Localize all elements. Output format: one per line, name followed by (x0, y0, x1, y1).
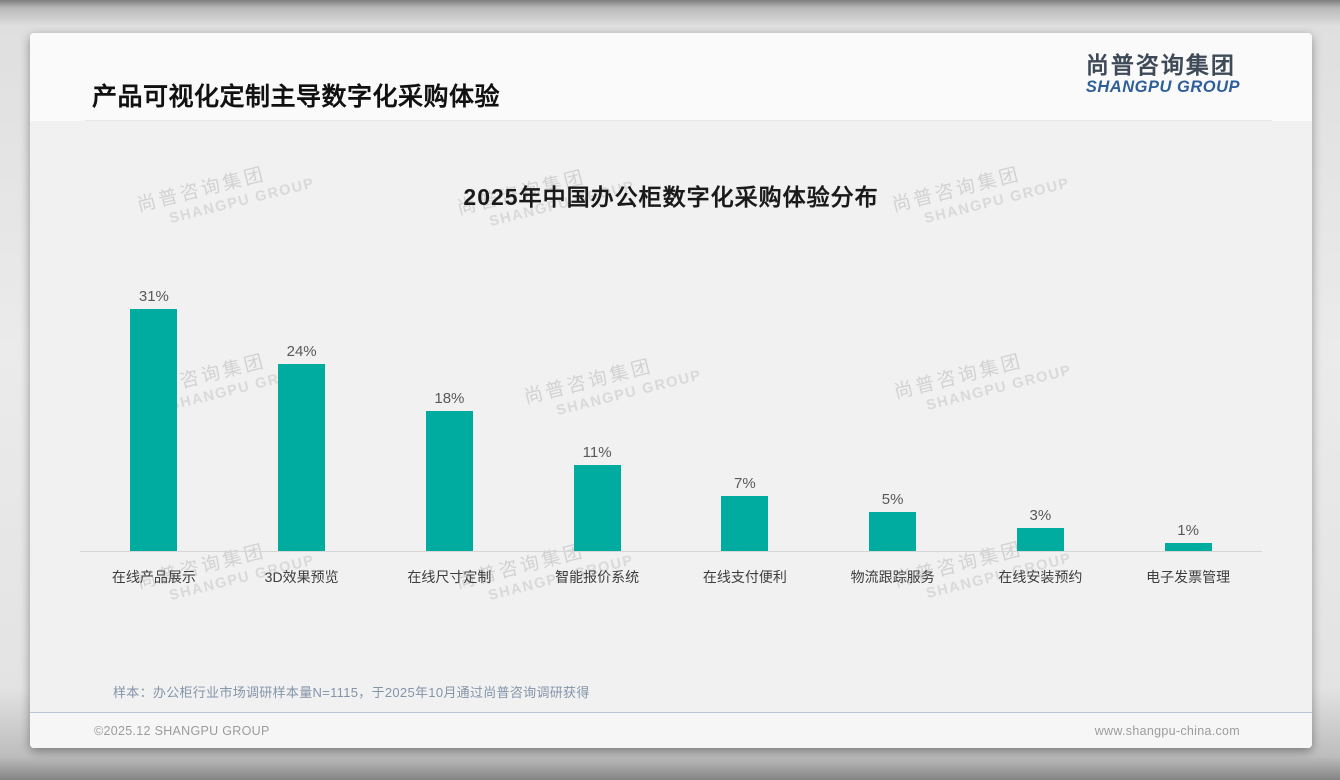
bar-value-label: 5% (881, 491, 904, 508)
bar-column: 24% (228, 343, 376, 551)
company-logo: 尚普咨询集团 SHANGPU GROUP (1085, 52, 1240, 98)
slide-card: 产品可视化定制主导数字化采购体验 尚普咨询集团 SHANGPU GROUP 尚普… (30, 33, 1312, 748)
footer: ©2025.12 SHANGPU GROUP www.shangpu-china… (30, 712, 1312, 748)
bar-value-label: 3% (1029, 506, 1052, 524)
bar-value-label: 24% (286, 342, 317, 360)
x-axis-labels: 在线产品展示 3D效果预览 在线尺寸定制 智能报价系统 在线支付便利 物流跟踪服务 在线安装… (80, 567, 1262, 587)
footer-website: www.shangpu-china.com (1094, 723, 1240, 738)
x-axis-label: 电子发票管理 (1146, 569, 1231, 585)
bar-value-label: 7% (734, 475, 756, 493)
bar-column: 3% (967, 507, 1115, 551)
bar-column: 31% (80, 288, 228, 551)
header: 产品可视化定制主导数字化采购体验 尚普咨询集团 SHANGPU GROUP (30, 33, 1312, 121)
x-axis-line (80, 551, 1262, 552)
bar-column: 5% (819, 491, 967, 551)
bar-value-label: 11% (582, 444, 612, 462)
bar (278, 363, 326, 551)
bar-chart-plot: 31% 24% 18% 11% 7% 5% 3% 1% (80, 266, 1262, 551)
bar (721, 496, 769, 551)
x-axis-label: 在线尺寸定制 (407, 569, 492, 585)
bar-value-label: 1% (1177, 522, 1199, 540)
page-title: 产品可视化定制主导数字化采购体验 (92, 83, 501, 111)
bar (869, 512, 917, 551)
footer-copyright: ©2025.12 SHANGPU GROUP (94, 723, 270, 738)
header-divider (85, 120, 1272, 121)
x-axis-label: 在线安装预约 (998, 569, 1083, 585)
logo-english-text: SHANGPU GROUP (1085, 78, 1240, 97)
bar-value-label: 18% (434, 389, 465, 407)
bar-value-label: 31% (138, 288, 169, 306)
bar-column: 1% (1114, 522, 1262, 551)
x-axis-label: 在线支付便利 (702, 569, 787, 585)
bar-column: 18% (376, 390, 524, 551)
x-axis-label: 3D效果预览 (264, 569, 339, 585)
bar (425, 410, 473, 551)
bar (130, 309, 178, 551)
bar (1016, 527, 1064, 551)
x-axis-label: 智能报价系统 (555, 569, 640, 585)
sample-footnote: 样本：办公柜行业市场调研样本量N=1115，于2025年10月通过尚普咨询调研获… (113, 685, 590, 700)
chart-title: 2025年中国办公柜数字化采购体验分布 (463, 184, 879, 210)
bar (573, 465, 621, 551)
x-axis-label: 在线产品展示 (111, 569, 196, 585)
bar (1164, 543, 1212, 551)
bar-column: 11% (523, 444, 671, 551)
bar-column: 7% (671, 475, 819, 551)
x-axis-label: 物流跟踪服务 (850, 569, 935, 585)
logo-chinese-text: 尚普咨询集团 (1085, 52, 1236, 78)
